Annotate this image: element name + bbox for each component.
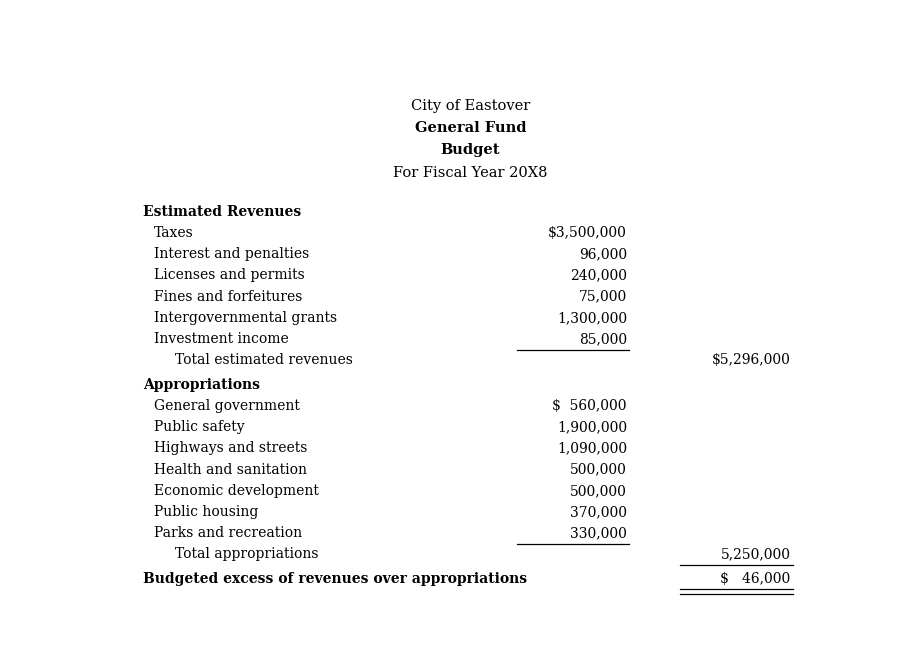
- Text: ................................................................................: ........................................…: [155, 399, 666, 413]
- Text: 240,000: 240,000: [570, 269, 627, 282]
- Text: Appropriations: Appropriations: [143, 378, 260, 392]
- Text: Licenses and permits: Licenses and permits: [154, 269, 305, 282]
- Text: Public safety: Public safety: [154, 420, 244, 434]
- Text: Investment income: Investment income: [154, 332, 288, 346]
- Text: 1,090,000: 1,090,000: [557, 442, 627, 456]
- Text: ................................................................................: ........................................…: [155, 484, 666, 498]
- Text: City of Eastover: City of Eastover: [411, 99, 530, 113]
- Text: General government: General government: [154, 399, 300, 413]
- Text: $  560,000: $ 560,000: [553, 399, 627, 413]
- Text: ................................................................................: ........................................…: [155, 269, 666, 282]
- Text: 1,900,000: 1,900,000: [557, 420, 627, 434]
- Text: 75,000: 75,000: [578, 290, 627, 304]
- Text: $   46,000: $ 46,000: [721, 572, 790, 586]
- Text: For Fiscal Year 20X8: For Fiscal Year 20X8: [393, 166, 548, 180]
- Text: 85,000: 85,000: [579, 332, 627, 346]
- Text: Public housing: Public housing: [154, 505, 258, 519]
- Text: ................................................................................: ........................................…: [155, 311, 666, 325]
- Text: Economic development: Economic development: [154, 484, 319, 498]
- Text: Total estimated revenues: Total estimated revenues: [175, 353, 353, 368]
- Text: ................................................................................: ........................................…: [176, 548, 687, 561]
- Text: 370,000: 370,000: [570, 505, 627, 519]
- Text: 500,000: 500,000: [570, 484, 627, 498]
- Text: $3,500,000: $3,500,000: [548, 226, 627, 240]
- Text: ................................................................................: ........................................…: [155, 290, 666, 304]
- Text: Total appropriations: Total appropriations: [175, 548, 319, 561]
- Text: ................................................................................: ........................................…: [145, 572, 655, 586]
- Text: ................................................................................: ........................................…: [155, 226, 666, 240]
- Text: 5,250,000: 5,250,000: [721, 548, 790, 561]
- Text: ................................................................................: ........................................…: [155, 462, 666, 476]
- Text: Parks and recreation: Parks and recreation: [154, 526, 302, 540]
- Text: ................................................................................: ........................................…: [176, 353, 687, 368]
- Text: ................................................................................: ........................................…: [155, 505, 666, 519]
- Text: 500,000: 500,000: [570, 462, 627, 476]
- Text: Intergovernmental grants: Intergovernmental grants: [154, 311, 337, 325]
- Text: Highways and streets: Highways and streets: [154, 442, 308, 456]
- Text: $5,296,000: $5,296,000: [711, 353, 790, 368]
- Text: ................................................................................: ........................................…: [155, 420, 666, 434]
- Text: Fines and forfeitures: Fines and forfeitures: [154, 290, 302, 304]
- Text: 330,000: 330,000: [570, 526, 627, 540]
- Text: 1,300,000: 1,300,000: [557, 311, 627, 325]
- Text: Estimated Revenues: Estimated Revenues: [143, 205, 301, 219]
- Text: Interest and penalties: Interest and penalties: [154, 247, 309, 261]
- Text: ................................................................................: ........................................…: [155, 526, 666, 540]
- Text: ................................................................................: ........................................…: [155, 247, 666, 261]
- Text: Budgeted excess of revenues over appropriations: Budgeted excess of revenues over appropr…: [143, 572, 527, 586]
- Text: 96,000: 96,000: [579, 247, 627, 261]
- Text: Budget: Budget: [441, 143, 500, 157]
- Text: ................................................................................: ........................................…: [155, 332, 666, 346]
- Text: General Fund: General Fund: [415, 121, 526, 135]
- Text: Taxes: Taxes: [154, 226, 194, 240]
- Text: Health and sanitation: Health and sanitation: [154, 462, 307, 476]
- Text: ................................................................................: ........................................…: [155, 442, 666, 456]
